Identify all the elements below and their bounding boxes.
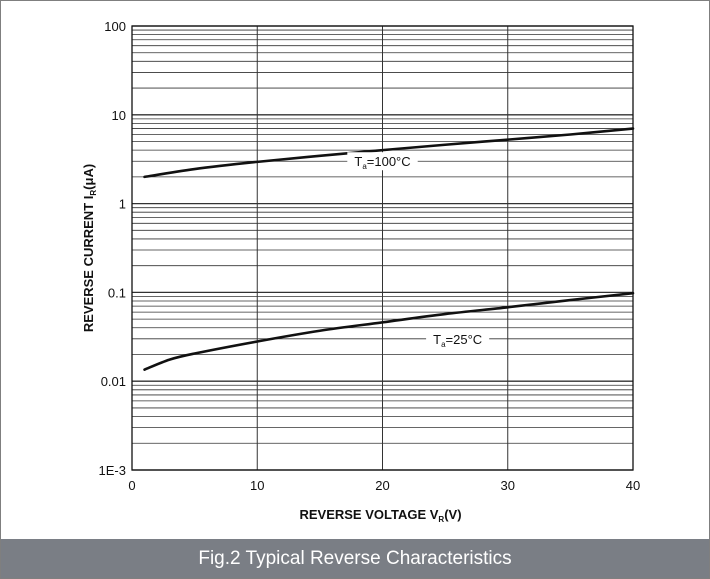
- x-tick-label: 10: [250, 478, 264, 493]
- annotations: Ta=100°C Ta=25°C: [347, 152, 490, 349]
- annotation-background: [347, 152, 418, 171]
- x-tick-label: 30: [501, 478, 515, 493]
- curve-ta-100c: [143, 127, 635, 179]
- y-tick-label: 100: [104, 19, 126, 34]
- x-tick-label: 40: [626, 478, 640, 493]
- annotation-background: [426, 329, 490, 348]
- curve-ta-25c: [143, 291, 635, 371]
- y-tick-label: 1E-3: [99, 463, 126, 478]
- y-tick-label: 0.01: [101, 374, 126, 389]
- plot-border: [131, 25, 634, 471]
- curves: [143, 127, 635, 371]
- grid: [131, 25, 634, 471]
- y-tick-label: 10: [112, 108, 126, 123]
- tick-labels: 0 10 20 30 40 1E-3 0.01 0.1 1 10 100: [99, 19, 641, 493]
- x-tick-label: 0: [128, 478, 135, 493]
- figure-caption: Fig.2 Typical Reverse Characteristics: [198, 547, 512, 569]
- y-axis-title: REVERSE CURRENT IR(μA): [81, 164, 98, 332]
- reverse-characteristics-chart: Ta=100°C Ta=25°C 0 10 20 30 40 1E-3 0.01 0.1 1 10 1…: [81, 19, 641, 524]
- y-tick-label: 0.1: [108, 285, 126, 300]
- axis-titles: REVERSE VOLTAGE VR(V) REVERSE CURRENT IR(…: [81, 164, 462, 524]
- caption-bar: Fig.2 Typical Reverse Characteristics: [1, 539, 709, 578]
- annotation-ta-25c: Ta=25°C: [433, 332, 482, 349]
- x-axis-title: REVERSE VOLTAGE VR(V): [299, 507, 461, 524]
- x-tick-label: 20: [375, 478, 389, 493]
- annotation-ta-100c: Ta=100°C: [354, 154, 410, 171]
- y-tick-label: 1: [119, 197, 126, 212]
